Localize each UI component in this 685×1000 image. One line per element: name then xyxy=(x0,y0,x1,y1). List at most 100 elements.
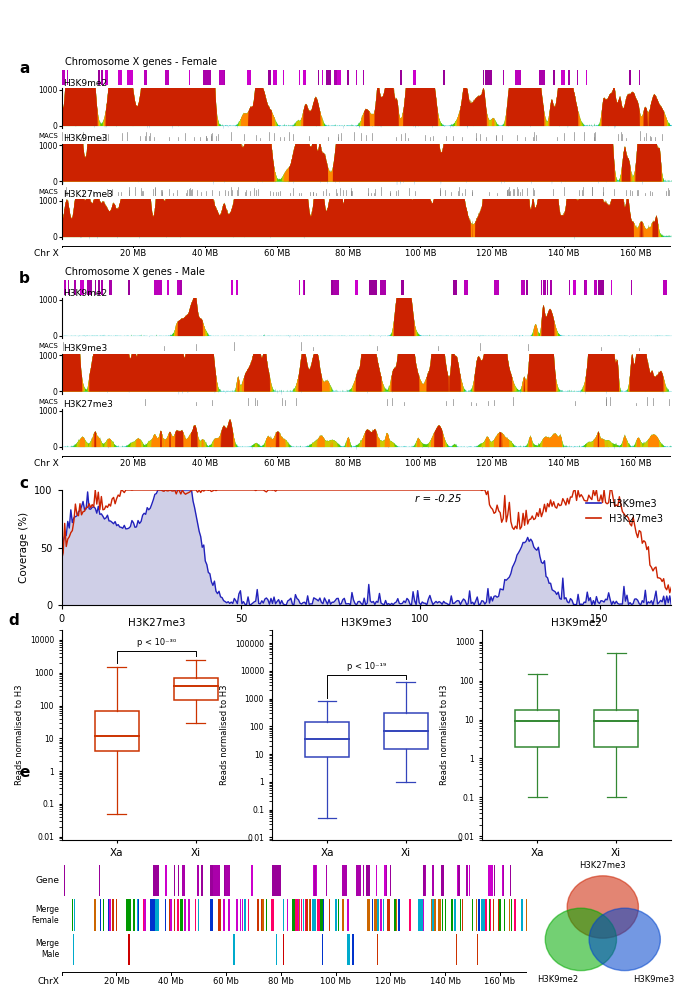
Text: 160 MB: 160 MB xyxy=(620,249,651,258)
Bar xyxy=(384,713,428,749)
Bar xyxy=(441,865,444,896)
Text: MACS: MACS xyxy=(39,399,59,405)
Text: Chr X: Chr X xyxy=(34,459,59,468)
Bar xyxy=(425,865,426,896)
Bar xyxy=(292,899,295,931)
Bar xyxy=(541,280,542,295)
Text: Chr X: Chr X xyxy=(34,249,59,258)
Bar xyxy=(486,70,492,85)
Bar xyxy=(550,280,552,295)
Text: 60 Mb: 60 Mb xyxy=(213,977,239,986)
Text: a: a xyxy=(19,61,29,76)
Bar xyxy=(305,722,349,757)
Bar xyxy=(510,934,511,965)
Bar xyxy=(269,70,271,85)
Bar xyxy=(128,280,129,295)
Bar xyxy=(390,865,391,896)
Bar xyxy=(108,899,109,931)
Text: Chromosome X genes - Male: Chromosome X genes - Male xyxy=(64,267,205,277)
Text: 120 MB: 120 MB xyxy=(476,249,508,258)
Bar xyxy=(145,899,146,931)
Bar xyxy=(165,70,169,85)
Bar xyxy=(521,899,523,931)
Text: 140 Mb: 140 Mb xyxy=(429,977,461,986)
Bar xyxy=(432,865,434,896)
Bar xyxy=(423,865,425,896)
Bar xyxy=(295,899,298,931)
Bar xyxy=(543,280,547,295)
Bar xyxy=(80,280,84,295)
Bar xyxy=(479,865,480,896)
Bar xyxy=(180,899,183,931)
Bar xyxy=(231,280,232,295)
Bar xyxy=(488,899,490,931)
Bar xyxy=(210,899,212,931)
Bar xyxy=(74,280,76,295)
Text: H3K27me3: H3K27me3 xyxy=(580,861,626,870)
Bar xyxy=(409,899,410,931)
Bar xyxy=(248,899,249,931)
Bar xyxy=(462,899,463,931)
Bar xyxy=(384,865,386,896)
Bar xyxy=(260,899,262,931)
Bar xyxy=(94,899,96,931)
Bar xyxy=(105,70,108,85)
Bar xyxy=(272,865,282,896)
Legend: H3K9me3, H3K27me3: H3K9me3, H3K27me3 xyxy=(582,495,667,528)
Text: 160 MB: 160 MB xyxy=(620,459,651,468)
Bar xyxy=(478,899,480,931)
Bar xyxy=(318,70,319,85)
Bar xyxy=(456,865,458,896)
Text: c: c xyxy=(19,476,28,491)
Text: 140 MB: 140 MB xyxy=(548,249,580,258)
Text: H3K27me3: H3K27me3 xyxy=(63,190,113,199)
Bar xyxy=(128,934,129,965)
Bar xyxy=(317,899,320,931)
Bar xyxy=(434,899,436,931)
Bar xyxy=(466,865,468,896)
Bar xyxy=(392,899,393,931)
Bar xyxy=(485,899,487,931)
Bar xyxy=(299,280,300,295)
Bar xyxy=(201,865,203,896)
Text: H3K9me2: H3K9me2 xyxy=(537,975,578,984)
Text: 20 Mb: 20 Mb xyxy=(103,977,129,986)
Bar xyxy=(142,899,144,931)
Bar xyxy=(88,280,92,295)
Bar xyxy=(301,899,302,931)
Bar xyxy=(170,899,172,931)
Text: 60 MB: 60 MB xyxy=(264,249,290,258)
Bar xyxy=(247,70,251,85)
Text: H3K9me3: H3K9me3 xyxy=(63,134,107,143)
Text: Merge
Female: Merge Female xyxy=(32,905,60,925)
Bar xyxy=(356,70,358,85)
Bar xyxy=(369,280,377,295)
Bar xyxy=(64,280,66,295)
Bar xyxy=(169,899,170,931)
Bar xyxy=(561,70,565,85)
Bar xyxy=(356,865,361,896)
Bar xyxy=(62,70,65,85)
Bar xyxy=(516,70,521,85)
Bar xyxy=(98,280,100,295)
Bar xyxy=(456,934,458,965)
Bar xyxy=(573,280,576,295)
Bar xyxy=(526,899,527,931)
Bar xyxy=(244,899,246,931)
Bar xyxy=(126,899,131,931)
Text: H3K9me2: H3K9me2 xyxy=(63,289,107,298)
Bar xyxy=(553,70,555,85)
Bar xyxy=(333,280,338,295)
Bar xyxy=(110,280,112,295)
Bar xyxy=(398,899,399,931)
Bar xyxy=(283,899,284,931)
Text: 100 MB: 100 MB xyxy=(405,249,436,258)
Bar xyxy=(503,70,504,85)
Bar xyxy=(167,280,169,295)
Bar xyxy=(305,899,306,931)
Bar xyxy=(366,865,370,896)
Bar xyxy=(599,280,604,295)
Bar xyxy=(182,865,184,896)
Bar xyxy=(109,899,111,931)
Bar xyxy=(95,280,97,295)
